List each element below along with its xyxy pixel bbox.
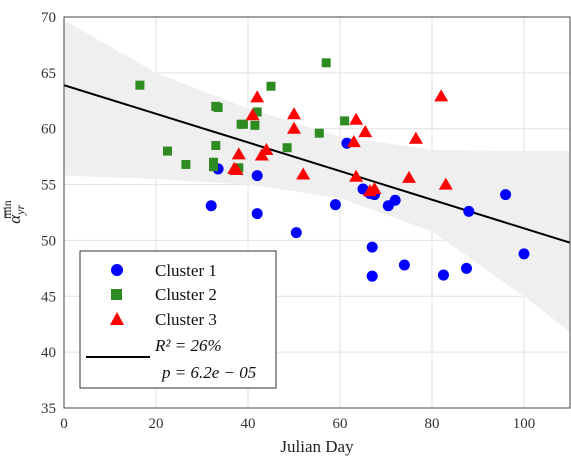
tick-labels: 0 20 40 60 80 100 35 40 45 50 55 60 65 70 — [41, 10, 535, 432]
y-tick-label: 50 — [41, 233, 56, 249]
y-tick-label: 40 — [41, 345, 56, 361]
data-point-triangle — [259, 142, 274, 155]
data-point-square — [321, 58, 331, 68]
data-point-circle — [389, 194, 401, 206]
data-point-triangle — [408, 131, 423, 144]
data-point-square — [250, 120, 260, 130]
legend-label-cluster-3: Cluster 3 — [155, 310, 217, 329]
data-point-square — [135, 80, 145, 90]
data-points — [135, 58, 530, 282]
data-point-square — [282, 143, 292, 153]
data-point-square — [314, 128, 324, 138]
x-tick-label: 100 — [513, 416, 536, 432]
data-point-triangle — [358, 125, 373, 138]
x-tick-label: 0 — [60, 416, 68, 432]
regression-line — [64, 84, 570, 244]
data-point-circle — [290, 227, 302, 239]
data-point-triangle — [296, 167, 311, 180]
data-point-circle — [251, 170, 263, 182]
data-point-triangle — [349, 169, 364, 182]
legend-label-p-value: p = 6.2e − 05 — [161, 363, 256, 382]
y-tick-label: 60 — [41, 122, 56, 138]
data-point-circle — [438, 269, 449, 281]
data-point-circle — [461, 262, 472, 274]
y-axis-title: αyrmin — [0, 200, 27, 224]
fit-line-group — [64, 84, 570, 244]
data-point-triangle — [434, 89, 449, 102]
data-point-triangle — [402, 170, 416, 183]
data-point-circle — [251, 208, 263, 220]
data-point-circle — [398, 259, 410, 271]
data-point-triangle — [438, 177, 453, 190]
confidence-band — [64, 20, 570, 333]
data-point-square — [340, 116, 350, 126]
data-point-triangle — [367, 182, 382, 195]
data-point-triangle — [287, 121, 301, 134]
data-point-square — [252, 107, 262, 117]
data-point-triangle — [245, 108, 260, 121]
x-axis-title: Julian Day — [280, 437, 354, 456]
data-point-circle — [366, 270, 378, 282]
y-tick-label: 70 — [41, 10, 56, 26]
legend-label-r-squared: R² = 26% — [154, 336, 222, 355]
y-tick-label: 55 — [41, 178, 56, 194]
data-point-triangle — [349, 112, 364, 125]
legend-marker-cluster-1 — [111, 264, 123, 276]
x-tick-label: 20 — [149, 416, 164, 432]
data-point-circle — [329, 199, 341, 211]
y-tick-label: 65 — [41, 66, 56, 82]
legend-marker-cluster-3 — [110, 312, 124, 325]
data-point-triangle — [346, 135, 361, 148]
legend-label-cluster-1: Cluster 1 — [155, 261, 217, 280]
data-point-square — [181, 159, 191, 169]
data-point-circle — [518, 248, 530, 260]
data-point-triangle — [287, 107, 301, 120]
legend: Cluster 1 Cluster 2 Cluster 3 R² = 26% p… — [79, 250, 277, 389]
data-point-circle — [500, 189, 512, 201]
svg-text:αyrmin: αyrmin — [0, 200, 27, 224]
plot-frame — [63, 16, 571, 409]
data-point-circle — [366, 241, 378, 253]
confidence-band-area — [64, 20, 570, 333]
legend-label-cluster-2: Cluster 2 — [155, 285, 217, 304]
data-point-triangle — [229, 163, 244, 176]
data-point-triangle — [250, 90, 265, 103]
x-tick-label: 80 — [425, 416, 440, 432]
x-tick-label: 60 — [333, 416, 348, 432]
x-tick-label: 40 — [241, 416, 256, 432]
y-axis-title-superscript: min — [0, 200, 14, 219]
legend-box — [79, 250, 277, 389]
y-tick-label: 45 — [41, 289, 56, 305]
data-point-square — [211, 140, 221, 150]
y-axis-title-base: α — [5, 214, 24, 224]
data-point-square — [266, 81, 276, 91]
legend-marker-cluster-2 — [111, 289, 122, 300]
data-point-triangle — [231, 147, 246, 160]
data-point-square — [238, 119, 248, 129]
data-point-circle — [205, 200, 217, 212]
data-point-circle — [463, 205, 475, 217]
data-point-square — [163, 146, 172, 156]
series-cluster-3 — [227, 89, 453, 197]
y-axis-title-subscript: yr — [13, 205, 27, 216]
data-point-square — [209, 157, 218, 167]
y-tick-label: 35 — [41, 401, 56, 417]
data-point-square — [213, 102, 223, 112]
